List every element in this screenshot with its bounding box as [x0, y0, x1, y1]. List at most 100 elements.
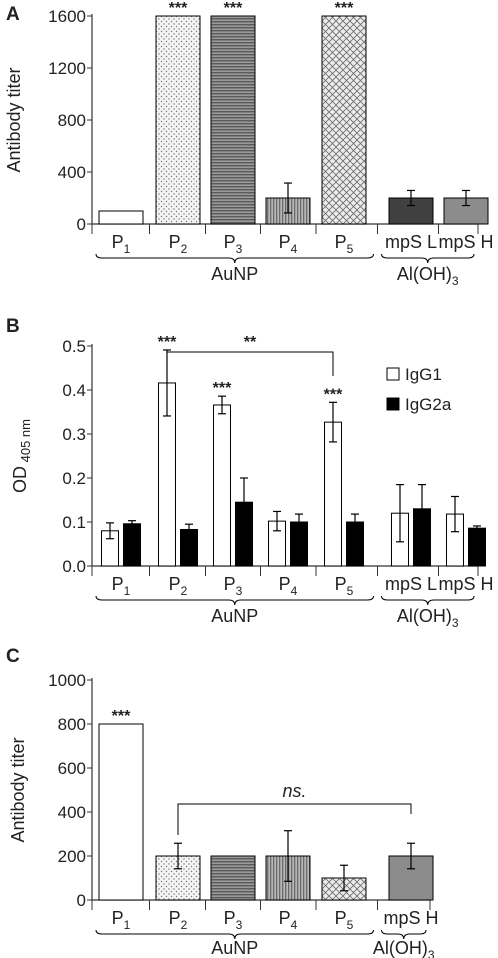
category-label: mpS H	[438, 574, 493, 594]
category-label: P3	[224, 232, 243, 256]
category-label-sub: 3	[236, 584, 243, 598]
category-label-main: mpS L	[385, 574, 437, 594]
group-label-sub: 3	[452, 274, 459, 288]
y-tick-label: 0.1	[62, 513, 86, 532]
y-tick-label: 1600	[48, 7, 86, 26]
y-tick-label: 800	[58, 111, 86, 130]
significance-label: ***	[335, 0, 354, 17]
significance-label: ***	[158, 334, 177, 351]
category-label-main: P	[224, 574, 236, 594]
category-label: mpS H	[383, 908, 438, 928]
y-tick-label: 0.4	[62, 381, 86, 400]
comparison-label: ns.	[282, 781, 306, 801]
category-label-main: P	[112, 908, 124, 928]
category-label: P4	[279, 232, 298, 256]
category-label-main: P	[112, 232, 124, 252]
panel-a-label: A	[6, 4, 20, 25]
category-label-sub: 4	[291, 918, 298, 932]
category-label-sub: 1	[124, 584, 131, 598]
group-label-sub: 3	[452, 616, 459, 630]
category-label-main: P	[169, 574, 181, 594]
category-label: mpS L	[385, 574, 437, 594]
y-tick-label: 800	[58, 715, 86, 734]
category-label: P5	[335, 908, 354, 932]
bar-igg2a	[468, 527, 486, 567]
category-label-sub: 1	[124, 918, 131, 932]
comparison-bracket	[166, 351, 334, 376]
category-label-sub: 1	[124, 242, 131, 256]
legend-label: IgG2a	[405, 395, 452, 414]
bar	[210, 15, 256, 225]
category-label-main: P	[112, 574, 124, 594]
significance-label: ***	[224, 0, 243, 17]
category-label: P2	[169, 908, 188, 932]
y-axis-label-main: OD	[10, 466, 30, 493]
category-label-main: P	[169, 908, 181, 928]
category-label: P5	[335, 232, 354, 256]
panel-b-chart: B OD 405 nm 0.0 0.1 0.2 0.3 0.4 0.5 *** *** *** IgG…	[6, 316, 494, 630]
category-label-sub: 2	[181, 242, 188, 256]
category-label: P4	[279, 574, 298, 598]
y-tick-label: 1000	[48, 671, 86, 690]
category-label-sub: 5	[347, 584, 354, 598]
category-label: P2	[169, 232, 188, 256]
legend-label: IgG1	[405, 365, 442, 384]
bar	[98, 210, 144, 225]
category-label-main: P	[169, 232, 181, 252]
category-label-sub: 3	[236, 918, 243, 932]
y-tick-label: 200	[58, 847, 86, 866]
y-tick-label: 0.3	[62, 425, 86, 444]
group-label: Al(OH)3	[373, 938, 435, 958]
category-label-sub: 4	[291, 242, 298, 256]
bar	[210, 855, 256, 901]
category-label-main: P	[224, 232, 236, 252]
category-label-main: P	[279, 232, 291, 252]
category-label-sub: 3	[236, 242, 243, 256]
group-label-main: AuNP	[211, 606, 258, 626]
category-label-sub: 5	[347, 242, 354, 256]
group-brace	[95, 253, 374, 264]
group-label-main: Al(OH)	[373, 938, 428, 958]
category-label: P4	[279, 908, 298, 932]
category-label: P3	[224, 908, 243, 932]
group-label-main: AuNP	[211, 264, 258, 284]
legend-swatch	[386, 397, 400, 411]
y-tick-label: 0.0	[62, 557, 86, 576]
group-label-sub: 3	[428, 948, 435, 958]
category-label-main: P	[279, 574, 291, 594]
bar	[155, 15, 201, 225]
y-tick-label: 1200	[48, 59, 86, 78]
group-label: AuNP	[211, 606, 258, 626]
comparison-label: **	[244, 334, 257, 351]
panel-c-y-axis-label: Antibody titer	[8, 737, 28, 842]
y-tick-label: 400	[58, 163, 86, 182]
bar	[98, 723, 144, 901]
group-label: Al(OH)3	[397, 606, 459, 630]
category-label-main: P	[335, 232, 347, 252]
bar	[321, 15, 367, 225]
bar-igg1	[213, 404, 231, 567]
category-label: mpS H	[438, 232, 493, 252]
category-label-main: mpS H	[438, 232, 493, 252]
y-tick-label: 0.2	[62, 469, 86, 488]
panel-c-label: C	[6, 646, 20, 667]
panel-a-y-axis-label: Antibody titer	[4, 67, 24, 172]
group-label: Al(OH)3	[397, 264, 459, 288]
category-label-main: mpS H	[383, 908, 438, 928]
significance-label: ***	[324, 386, 343, 403]
category-label-main: mpS H	[438, 574, 493, 594]
category-label: mpS L	[385, 232, 437, 252]
category-label-sub: 5	[347, 918, 354, 932]
group-brace	[381, 253, 475, 264]
panel-a-chart: A Antibody titer 0 400 800 1200 1600 *** *** *** P…	[4, 0, 494, 288]
group-label: AuNP	[211, 264, 258, 284]
category-label-main: P	[279, 908, 291, 928]
group-brace	[381, 595, 475, 606]
significance-label: ***	[169, 0, 188, 17]
panel-b-label: B	[6, 316, 20, 337]
group-label: AuNP	[211, 938, 258, 958]
category-label-sub: 2	[181, 918, 188, 932]
y-axis-label-sub: 405 nm	[18, 419, 33, 466]
